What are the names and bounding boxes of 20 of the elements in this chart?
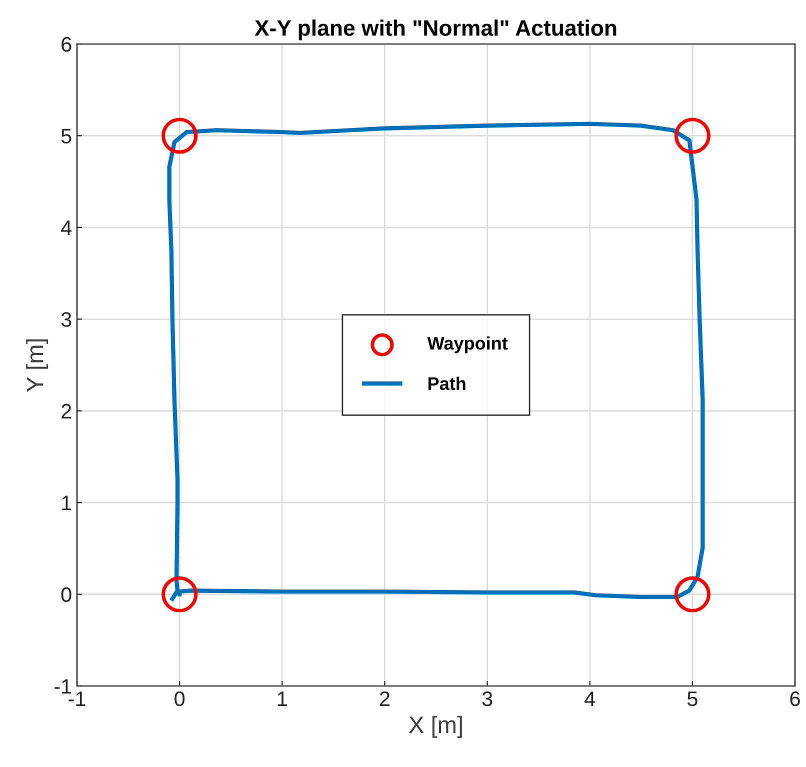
- x-tick-label: 0: [174, 691, 185, 706]
- chart-title: X-Y plane with "Normal" Actuation: [254, 20, 616, 40]
- y-axis-title: Y [m]: [26, 339, 48, 392]
- y-tick-label: 2: [62, 404, 72, 418]
- y-tick-label: 5: [61, 128, 72, 144]
- x-axis-title: X [m]: [408, 716, 462, 738]
- y-tick-label: 3: [61, 312, 72, 327]
- y-tick-label: 6: [62, 37, 72, 52]
- x-tick-label: 4: [584, 692, 596, 706]
- y-tick-label: -1: [54, 679, 72, 694]
- y-tick-label: 1: [62, 496, 72, 510]
- x-tick-label: 1: [278, 692, 287, 706]
- x-tick-label: 2: [380, 691, 390, 706]
- legend-label: Path: [428, 376, 466, 390]
- y-tick-label: 0: [61, 587, 72, 602]
- x-tick-label: 6: [790, 691, 800, 706]
- y-tick-label: 4: [61, 220, 72, 235]
- x-tick-label: 3: [482, 691, 492, 706]
- x-tick-label: 5: [687, 692, 698, 706]
- legend-label: Waypoint: [427, 336, 508, 354]
